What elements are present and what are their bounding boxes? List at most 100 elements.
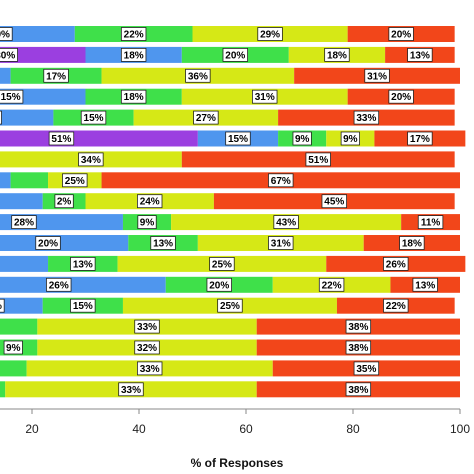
data-label: 13% (73, 259, 93, 270)
data-label: 9% (295, 134, 310, 145)
data-label: 15% (73, 301, 93, 312)
data-label: 51% (308, 155, 328, 166)
data-label: 22% (386, 301, 406, 312)
data-label-box (48, 131, 75, 146)
bar-segment (0, 130, 198, 147)
data-label: 67% (271, 176, 291, 187)
data-label-box (383, 256, 409, 271)
data-label-box (54, 194, 74, 209)
bar-segment (0, 297, 43, 314)
data-label: 17% (46, 71, 66, 82)
bar-segment (0, 318, 38, 335)
data-label-box (324, 48, 350, 62)
data-label-box (118, 382, 144, 397)
data-label: 26% (49, 280, 69, 291)
data-label: 33% (356, 113, 376, 124)
data-label: 15% (1, 92, 21, 103)
data-label: 35% (356, 364, 376, 375)
data-label: 9% (6, 343, 21, 354)
data-label-box (35, 236, 61, 250)
bar-segment (0, 109, 54, 126)
data-label-box (0, 89, 24, 104)
data-label-box (0, 48, 18, 62)
data-label-box (345, 319, 372, 334)
data-label: 13% (153, 239, 173, 250)
data-label-box (305, 152, 331, 167)
data-label: 13% (415, 280, 435, 291)
data-label: 2% (57, 197, 72, 208)
bar-segment (0, 193, 43, 210)
data-label-box (222, 48, 249, 62)
data-label-box (80, 110, 107, 125)
data-label-box (268, 236, 294, 250)
data-label: 20% (391, 92, 411, 103)
data-label-box (417, 215, 444, 230)
data-label: 9% (343, 134, 358, 145)
data-label: 34% (81, 155, 101, 166)
data-label-box (62, 173, 88, 188)
data-label-box (70, 298, 96, 313)
data-label: 22% (124, 30, 144, 41)
data-label-box (353, 361, 380, 376)
data-label-box (3, 340, 23, 355)
data-label-box (136, 361, 163, 376)
data-label: 38% (348, 322, 368, 333)
data-label-box (150, 236, 176, 250)
data-label: 18% (124, 50, 144, 61)
data-label: 20% (38, 239, 58, 250)
data-label: 26% (386, 259, 406, 270)
data-label: 18% (402, 239, 422, 250)
data-label-box (217, 298, 243, 313)
data-label-box (340, 131, 360, 146)
bar-segment (0, 381, 6, 398)
data-label: 33% (121, 385, 141, 396)
x-tick-label: 20 (25, 422, 39, 436)
data-label-box (388, 89, 414, 104)
data-label: 25% (212, 259, 232, 270)
data-label: 28% (14, 218, 34, 229)
data-label-box (120, 89, 147, 104)
data-label: 31% (255, 92, 275, 103)
data-label-box (11, 215, 37, 230)
data-label-box (137, 215, 157, 230)
x-tick-label: 60 (239, 422, 253, 436)
data-label-box (0, 27, 13, 41)
data-label-box (193, 110, 219, 125)
data-label: 15% (228, 134, 248, 145)
data-label: 18% (327, 50, 347, 61)
data-label-box (273, 215, 299, 230)
data-label: 31% (367, 71, 387, 82)
data-label: 33% (140, 364, 160, 375)
bar-segment (0, 67, 11, 84)
data-label-box (407, 48, 433, 62)
x-tick-label: 80 (346, 422, 360, 436)
x-ticks: 20 40 60 80 100 (25, 409, 470, 436)
data-label-box (46, 277, 72, 292)
data-label: 38% (348, 343, 368, 354)
data-label-box (0, 298, 5, 313)
data-label-box (134, 340, 160, 355)
data-label-box (383, 298, 409, 313)
data-label-box (70, 256, 96, 271)
data-label: 31% (271, 239, 291, 250)
x-tick-label: 40 (132, 422, 146, 436)
bars-layer (0, 26, 474, 401)
data-label-box (252, 89, 278, 104)
data-label: 22% (322, 280, 342, 291)
data-label-box (345, 382, 372, 397)
data-label-box (399, 236, 425, 250)
data-label-box (388, 27, 414, 41)
x-tick-label: 100 (450, 422, 470, 436)
data-label-box (78, 152, 104, 167)
x-axis-label: % of Responses (191, 456, 284, 470)
data-label-box (134, 319, 160, 334)
data-label: 38% (348, 385, 368, 396)
bar-segment (0, 255, 49, 272)
data-label-box (345, 340, 372, 355)
data-label-box (318, 277, 345, 292)
data-label: 20% (0, 30, 10, 41)
data-label: 11% (421, 218, 441, 229)
bar-segment (0, 26, 75, 42)
data-label: 18% (124, 92, 144, 103)
